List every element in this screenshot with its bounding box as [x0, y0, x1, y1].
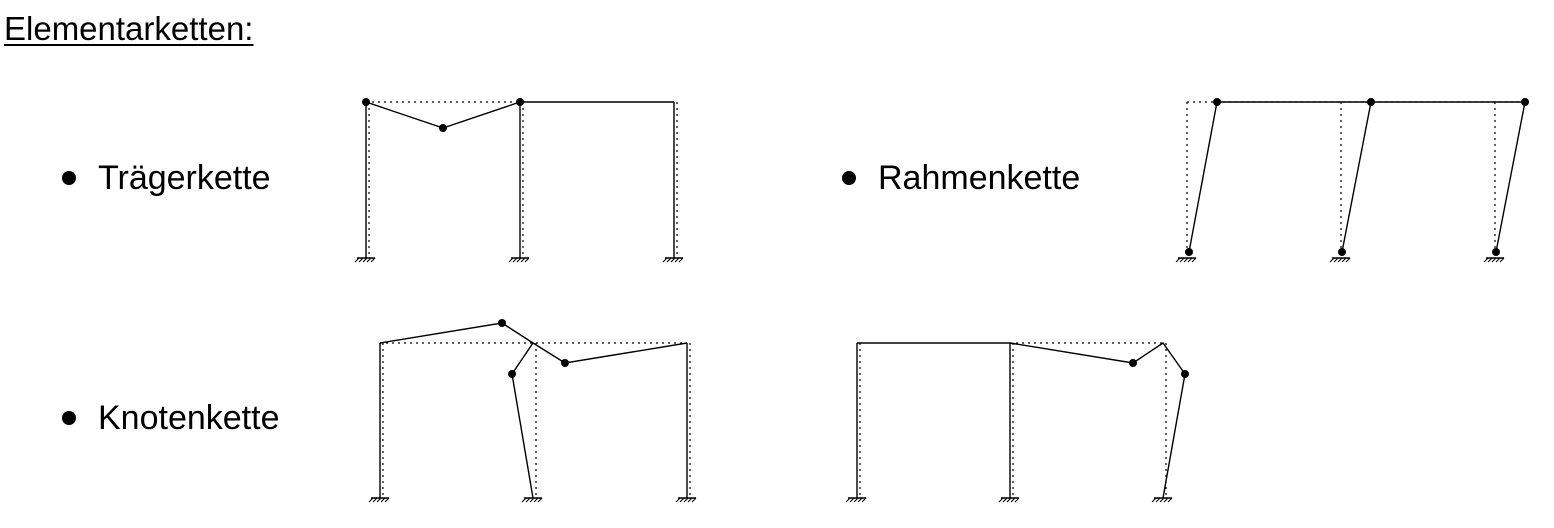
list-item-rahmenkette: Rahmenkette	[842, 158, 1080, 198]
hinge-icon	[508, 370, 516, 378]
diagram-knotenkette-a	[368, 319, 697, 503]
bullet-icon	[842, 171, 856, 185]
deformed-frame	[1188, 101, 1526, 253]
diagram-rahmenkette	[1175, 98, 1529, 263]
undeformed-frame	[366, 101, 678, 258]
support-icon	[1329, 257, 1351, 263]
hinge-icon	[516, 98, 524, 106]
hinge-icon	[439, 124, 447, 132]
hinge-icon	[1367, 98, 1375, 106]
support-icon	[675, 497, 697, 503]
list-item-traegerkette: Trägerkette	[62, 158, 271, 198]
hinge-icon	[362, 98, 370, 106]
deformed-frame	[856, 342, 1186, 499]
support-icon	[521, 497, 543, 503]
list-item-knotenkette: Knotenkette	[62, 398, 279, 438]
support-icon	[368, 497, 390, 503]
deformed-frame	[379, 322, 688, 499]
undeformed-frame	[859, 342, 1167, 498]
diagram-knotenkette-b	[845, 342, 1189, 503]
hinge-icon	[1213, 98, 1221, 106]
deformed-frame	[365, 101, 675, 258]
support-icon	[508, 257, 530, 263]
support-icon	[1151, 497, 1173, 503]
support-icon	[354, 257, 376, 263]
diagram-traegerkette	[354, 98, 684, 263]
undeformed-frame	[380, 342, 691, 498]
support-icon	[998, 497, 1020, 503]
hinge-icon	[1492, 248, 1500, 256]
hinge-icon	[1185, 248, 1193, 256]
bullet-icon	[62, 411, 76, 425]
item-label: Trägerkette	[98, 159, 271, 197]
hinge-icon	[1521, 98, 1529, 106]
item-label: Rahmenkette	[878, 159, 1081, 197]
bullet-icon	[62, 171, 76, 185]
hinge-icon	[561, 359, 569, 367]
hinge-icon	[1181, 370, 1189, 378]
page-title: Elementarketten:	[4, 10, 254, 47]
hinge-icon	[1338, 248, 1346, 256]
support-icon	[1483, 257, 1505, 263]
support-icon	[662, 257, 684, 263]
hinge-icon	[1129, 359, 1137, 367]
support-icon	[845, 497, 867, 503]
hinge-icon	[498, 319, 506, 327]
support-icon	[1175, 257, 1197, 263]
item-label: Knotenkette	[98, 399, 280, 437]
